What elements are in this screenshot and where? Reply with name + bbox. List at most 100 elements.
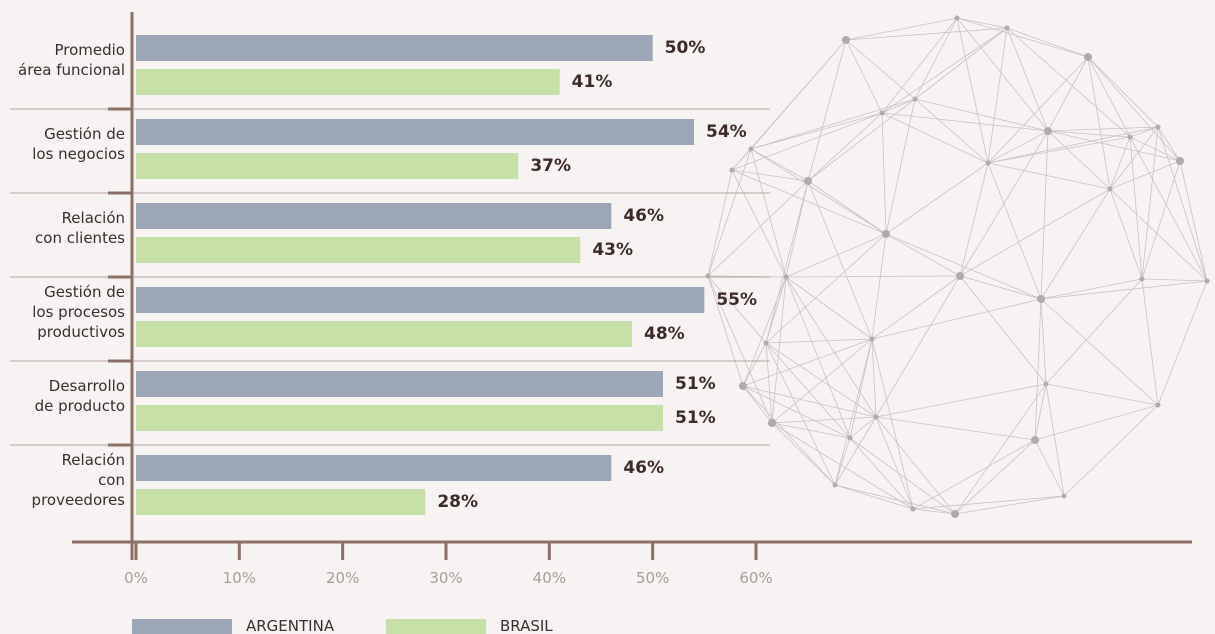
sphere-node	[1176, 157, 1184, 165]
sphere-edge	[708, 170, 732, 276]
sphere-edge	[751, 149, 808, 181]
sphere-edge	[1130, 137, 1142, 279]
bar	[136, 69, 560, 95]
sphere-edge	[808, 99, 915, 181]
sphere-edge	[1048, 131, 1110, 189]
sphere-edge	[743, 386, 850, 438]
category-label: Relación con proveedores	[0, 450, 125, 510]
value-label: 46%	[623, 458, 664, 478]
value-label: 43%	[592, 240, 633, 260]
sphere-edge	[766, 181, 808, 343]
value-label: 46%	[623, 206, 664, 226]
value-label: 48%	[644, 324, 685, 344]
bar	[136, 321, 632, 347]
x-tick-label: 10%	[223, 569, 256, 587]
value-label: 28%	[437, 492, 478, 512]
sphere-node	[784, 275, 789, 280]
sphere-edge	[882, 113, 988, 163]
sphere-edge	[835, 485, 913, 509]
sphere-edge	[766, 339, 872, 343]
sphere-edge	[808, 181, 886, 234]
sphere-edge	[957, 18, 1007, 28]
sphere-edge	[913, 440, 1035, 509]
sphere-node	[842, 36, 850, 44]
category-label: Desarrollo de producto	[0, 376, 125, 416]
sphere-edge	[835, 438, 850, 485]
sphere-node	[882, 230, 890, 238]
x-tick-label: 0%	[124, 569, 148, 587]
sphere-edge	[1088, 57, 1158, 127]
sphere-edge	[988, 28, 1007, 163]
sphere-node	[848, 436, 853, 441]
sphere-node	[749, 147, 754, 152]
x-tick-label: 60%	[739, 569, 772, 587]
sphere-edge	[1142, 279, 1207, 281]
sphere-decoration	[706, 16, 1210, 519]
chart: Promedio área funcional50%41%Gestión de …	[0, 0, 1215, 634]
sphere-edge	[960, 276, 1041, 299]
sphere-node	[1205, 279, 1210, 284]
sphere-edge	[1180, 161, 1207, 281]
value-label: 41%	[572, 72, 613, 92]
sphere-node	[768, 419, 776, 427]
sphere-node	[833, 483, 838, 488]
sphere-edge	[915, 18, 957, 99]
sphere-node	[1005, 26, 1010, 31]
sphere-node	[870, 337, 875, 342]
sphere-edge	[732, 170, 786, 277]
sphere-edge	[957, 18, 988, 163]
sphere-node	[874, 415, 879, 420]
sphere-node	[1044, 127, 1052, 135]
x-tick-label: 20%	[326, 569, 359, 587]
sphere-edge	[872, 339, 876, 417]
sphere-edge	[886, 234, 960, 276]
chart-canvas	[0, 0, 1215, 634]
bar	[136, 455, 611, 481]
sphere-node	[1156, 403, 1161, 408]
sphere-edge	[743, 386, 835, 485]
sphere-edge	[732, 149, 751, 170]
value-label: 37%	[530, 156, 571, 176]
sphere-edge	[1041, 189, 1110, 299]
sphere-edge	[835, 485, 955, 514]
sphere-edge	[876, 384, 1046, 417]
value-label: 55%	[716, 290, 757, 310]
sphere-node	[804, 177, 812, 185]
sphere-edge	[1110, 137, 1130, 189]
sphere-edge	[913, 496, 1064, 509]
sphere-edge	[846, 18, 957, 40]
sphere-edge	[846, 40, 882, 113]
sphere-edge	[872, 299, 1041, 339]
sphere-edge	[882, 113, 1048, 131]
sphere-node	[1084, 53, 1092, 61]
sphere-edge	[1088, 57, 1180, 161]
bar	[136, 489, 425, 515]
sphere-node	[739, 382, 747, 390]
legend-label: ARGENTINA	[246, 617, 334, 634]
x-tick-label: 40%	[533, 569, 566, 587]
sphere-edge	[1041, 131, 1048, 299]
sphere-edge	[1035, 299, 1041, 440]
sphere-node	[1156, 125, 1161, 130]
sphere-edge	[708, 181, 808, 276]
sphere-node	[951, 510, 959, 518]
sphere-edge	[786, 234, 886, 277]
sphere-edge	[882, 18, 957, 113]
sphere-edge	[988, 131, 1048, 163]
sphere-edge	[772, 423, 835, 485]
sphere-edge	[1046, 384, 1158, 405]
sphere-edge	[732, 170, 808, 181]
sphere-edge	[882, 113, 886, 234]
category-label: Gestión de los negocios	[0, 124, 125, 164]
sphere-edge	[835, 417, 876, 485]
sphere-node	[1140, 277, 1145, 282]
sphere-edge	[846, 28, 1007, 40]
category-label: Relación con clientes	[0, 208, 125, 248]
sphere-edge	[846, 40, 915, 99]
sphere-edge	[876, 417, 1035, 440]
sphere-edge	[1088, 57, 1110, 189]
sphere-edge	[1041, 299, 1046, 384]
sphere-edge	[988, 163, 1041, 299]
sphere-edge	[772, 339, 872, 423]
sphere-edge	[766, 234, 886, 343]
